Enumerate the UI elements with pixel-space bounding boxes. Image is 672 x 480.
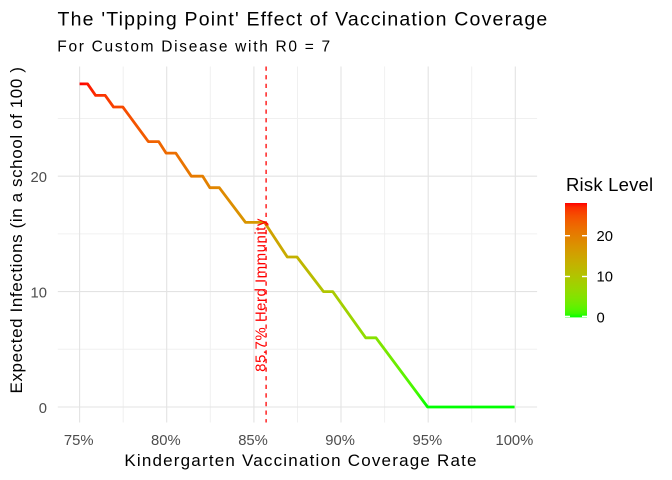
svg-text:The 'Tipping Point' Effect of: The 'Tipping Point' Effect of Vaccinatio… [58,9,549,31]
svg-text:10: 10 [597,270,613,286]
svg-text:85%: 85% [238,433,268,449]
svg-text:0: 0 [39,401,47,417]
svg-text:80%: 80% [151,433,181,449]
svg-text:Risk Level: Risk Level [566,174,653,195]
svg-text:75%: 75% [64,433,94,449]
svg-text:20: 20 [31,170,47,186]
svg-text:0: 0 [597,311,605,327]
svg-text:For Custom Disease with R0 = 7: For Custom Disease with R0 = 7 [57,38,332,55]
svg-text:95%: 95% [412,433,442,449]
svg-text:90%: 90% [325,433,355,449]
svg-text:10: 10 [31,285,47,301]
svg-text:20: 20 [597,229,613,245]
svg-text:100%: 100% [495,433,533,449]
svg-text:85.7% Herd Immunity: 85.7% Herd Immunity [253,218,270,372]
svg-text:Expected Infections (in a scho: Expected Infections (in a school of 100 … [7,67,26,394]
svg-text:Kindergarten Vaccination Cover: Kindergarten Vaccination Coverage Rate [124,451,477,470]
